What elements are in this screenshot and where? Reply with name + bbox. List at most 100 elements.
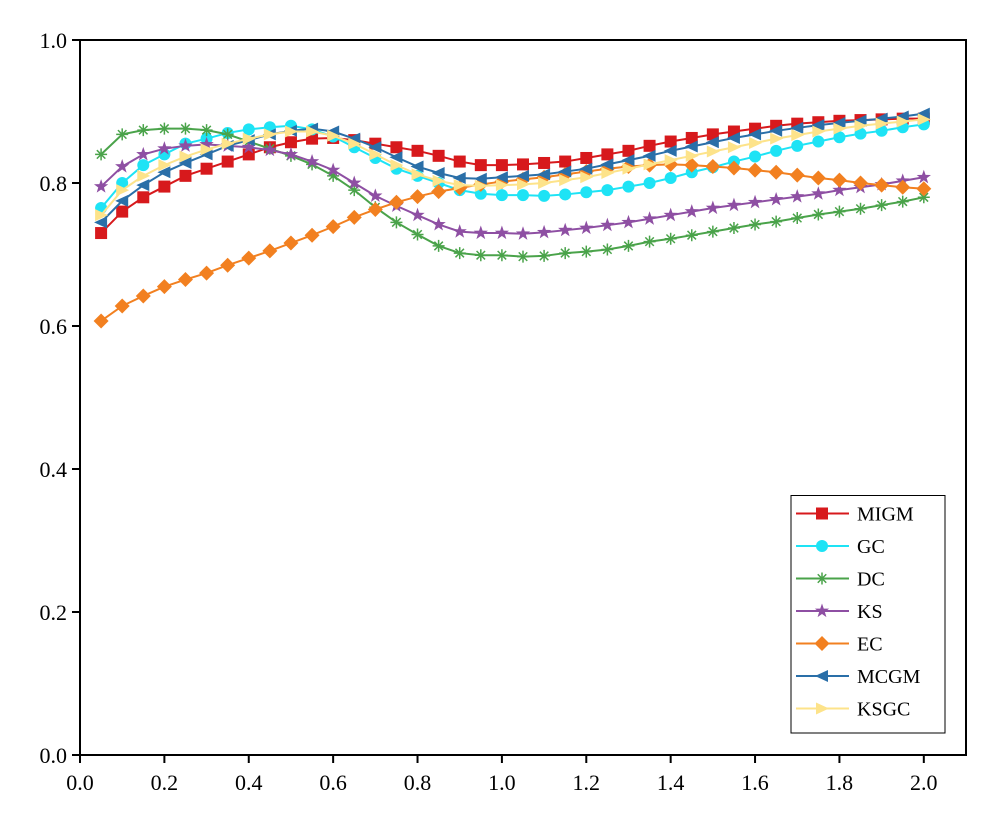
marker bbox=[157, 141, 172, 155]
x-tick-label: 1.4 bbox=[657, 770, 685, 795]
marker bbox=[177, 272, 193, 288]
marker bbox=[790, 189, 805, 203]
marker bbox=[643, 177, 656, 189]
marker bbox=[283, 235, 299, 251]
marker bbox=[726, 131, 740, 144]
marker bbox=[538, 249, 551, 262]
marker bbox=[811, 119, 825, 132]
marker bbox=[896, 195, 909, 208]
x-tick-label: 1.6 bbox=[741, 770, 769, 795]
marker bbox=[410, 207, 425, 222]
marker bbox=[410, 160, 424, 173]
marker bbox=[917, 191, 930, 204]
marker bbox=[241, 250, 257, 266]
marker bbox=[685, 149, 699, 162]
marker bbox=[601, 148, 614, 161]
marker bbox=[768, 164, 784, 180]
marker bbox=[664, 135, 677, 148]
marker bbox=[579, 162, 593, 175]
marker bbox=[791, 129, 805, 142]
marker bbox=[157, 166, 171, 179]
marker bbox=[559, 155, 572, 168]
marker bbox=[916, 107, 930, 120]
marker bbox=[705, 136, 719, 149]
marker bbox=[494, 225, 510, 240]
marker bbox=[558, 165, 572, 178]
marker bbox=[304, 227, 320, 243]
marker bbox=[368, 188, 383, 202]
marker bbox=[200, 162, 213, 175]
marker bbox=[494, 171, 508, 184]
marker bbox=[495, 249, 508, 262]
marker bbox=[790, 121, 804, 134]
marker bbox=[916, 181, 932, 197]
marker bbox=[622, 162, 636, 175]
marker bbox=[833, 122, 847, 135]
marker bbox=[580, 186, 593, 199]
legend-label: MIGM bbox=[857, 504, 914, 526]
marker bbox=[390, 141, 403, 154]
marker bbox=[517, 178, 530, 191]
marker bbox=[664, 171, 677, 184]
marker bbox=[199, 148, 213, 161]
marker bbox=[114, 298, 130, 314]
marker bbox=[432, 239, 445, 252]
marker bbox=[453, 155, 466, 168]
legend-label: EC bbox=[857, 634, 883, 656]
marker bbox=[137, 124, 150, 137]
marker bbox=[347, 132, 361, 145]
x-tick-label: 0.2 bbox=[151, 770, 179, 795]
marker bbox=[453, 179, 467, 192]
marker bbox=[706, 225, 719, 238]
marker bbox=[747, 194, 763, 209]
marker bbox=[706, 145, 720, 158]
marker bbox=[916, 169, 931, 184]
marker bbox=[770, 215, 783, 228]
marker bbox=[854, 127, 867, 140]
legend: MIGM GC DC KS EC MCGM KSGC bbox=[790, 495, 946, 734]
marker bbox=[895, 110, 909, 123]
marker bbox=[643, 158, 657, 171]
marker bbox=[284, 136, 297, 149]
marker bbox=[749, 218, 762, 231]
marker bbox=[178, 138, 193, 152]
marker bbox=[346, 209, 362, 225]
marker bbox=[580, 151, 593, 164]
marker bbox=[832, 116, 846, 129]
series-line bbox=[100, 143, 924, 235]
marker bbox=[220, 257, 236, 273]
marker bbox=[580, 245, 593, 258]
marker bbox=[200, 124, 213, 137]
marker bbox=[431, 216, 446, 231]
marker bbox=[664, 232, 677, 245]
marker bbox=[749, 136, 763, 149]
marker bbox=[705, 159, 721, 175]
marker bbox=[116, 205, 129, 218]
marker bbox=[558, 222, 573, 237]
legend-label: KS bbox=[857, 601, 883, 623]
marker bbox=[116, 184, 130, 197]
marker bbox=[517, 250, 529, 263]
marker bbox=[812, 125, 826, 138]
marker bbox=[474, 187, 487, 200]
marker bbox=[474, 159, 487, 172]
series-line bbox=[100, 118, 924, 216]
marker bbox=[705, 200, 720, 215]
x-tick-label: 0.4 bbox=[235, 770, 263, 795]
marker bbox=[601, 184, 614, 197]
marker bbox=[221, 128, 234, 141]
marker bbox=[516, 169, 529, 182]
marker bbox=[748, 128, 762, 141]
series-line bbox=[100, 123, 924, 209]
marker bbox=[642, 149, 656, 162]
marker bbox=[875, 199, 888, 212]
series-line bbox=[100, 163, 924, 322]
marker bbox=[536, 224, 552, 239]
marker bbox=[115, 194, 129, 207]
marker bbox=[95, 209, 109, 222]
marker bbox=[517, 158, 529, 171]
marker bbox=[431, 166, 445, 179]
x-tick-label: 0.6 bbox=[319, 770, 347, 795]
x-tick-label: 1.8 bbox=[826, 770, 854, 795]
marker bbox=[854, 202, 867, 215]
